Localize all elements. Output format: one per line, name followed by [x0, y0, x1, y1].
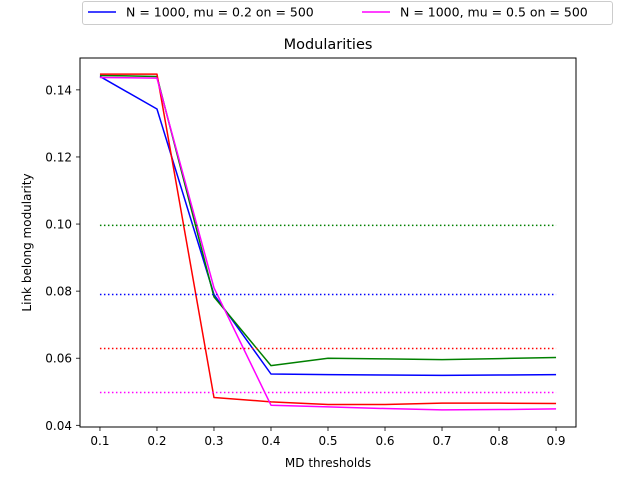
x-tick-label: 0.7	[432, 434, 451, 448]
series-layer	[99, 73, 557, 411]
x-axis: 0.1 0.2 0.3 0.4 0.5 0.6 0.7 0.8 0.9	[90, 427, 566, 448]
x-tick-label: 0.6	[375, 434, 394, 448]
y-tick-label: 0.06	[45, 352, 72, 366]
x-tick-label: 0.9	[546, 434, 565, 448]
y-axis-label: Link belong modularity	[20, 173, 34, 311]
legend-box	[82, 1, 613, 25]
series-line-3	[99, 76, 557, 411]
x-tick-label: 0.8	[489, 434, 508, 448]
y-tick-label: 0.10	[45, 218, 72, 232]
y-tick-label: 0.14	[45, 83, 72, 97]
y-tick-label: 0.04	[45, 419, 72, 433]
x-tick-label: 0.3	[204, 434, 223, 448]
series-line-0	[99, 75, 557, 377]
y-axis: 0.04 0.06 0.08 0.10 0.12 0.14	[45, 83, 80, 433]
chart-title: Modularities	[284, 37, 373, 53]
x-tick-label: 0.4	[261, 434, 280, 448]
legend-label-0: N = 1000, mu = 0.2 on = 500	[126, 5, 314, 20]
legend-label-1: N = 1000, mu = 0.5 on = 500	[400, 5, 588, 20]
x-tick-label: 0.5	[318, 434, 337, 448]
series-line-2	[99, 73, 557, 406]
x-axis-label: MD thresholds	[285, 456, 371, 470]
y-tick-label: 0.08	[45, 285, 72, 299]
plot-frame	[79, 57, 577, 428]
legend: N = 1000, mu = 0.2 on = 500 N = 1000, mu …	[82, 1, 613, 25]
y-tick-label: 0.12	[45, 150, 72, 164]
x-tick-label: 0.1	[90, 434, 109, 448]
x-tick-label: 0.2	[147, 434, 166, 448]
